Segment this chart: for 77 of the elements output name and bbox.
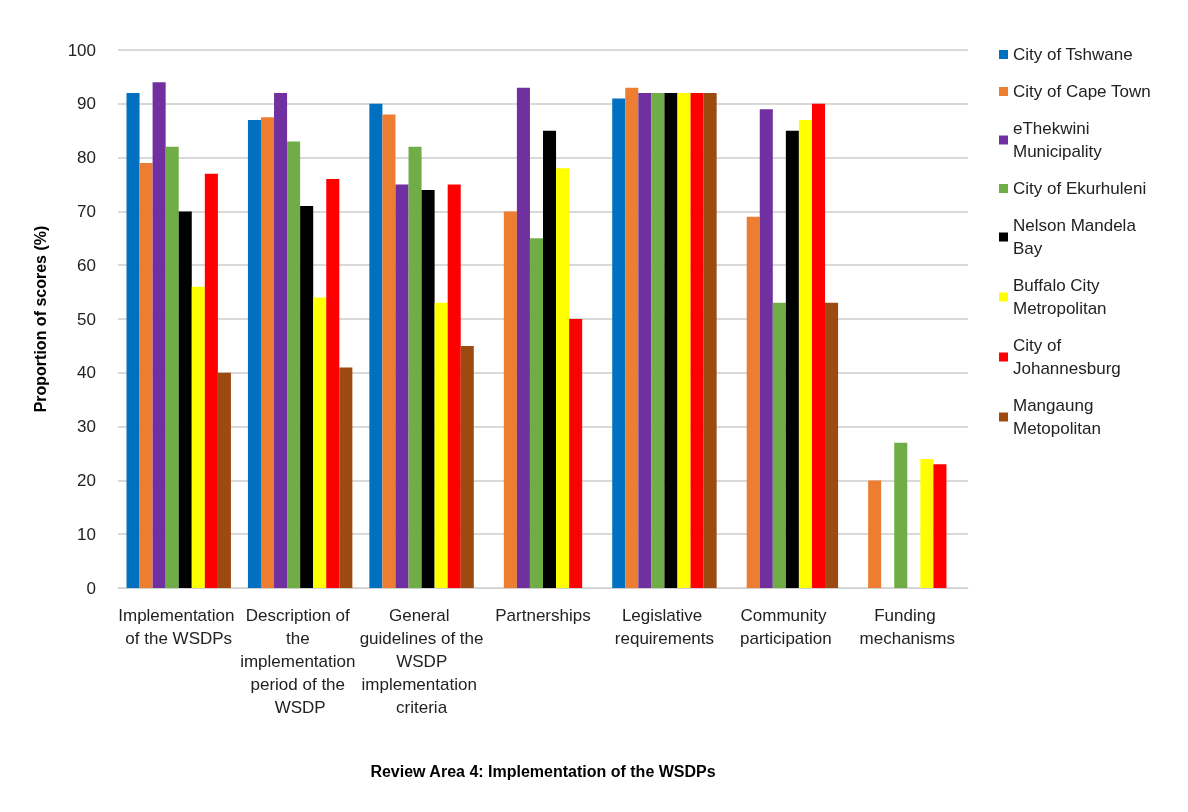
- bar: [516, 87, 530, 588]
- legend-label: Mangaung Metopolitan: [1013, 396, 1101, 438]
- bar: [152, 82, 166, 588]
- bar: [408, 146, 422, 588]
- bar: [920, 458, 934, 588]
- y-tick-label: 70: [77, 201, 96, 221]
- bar: [664, 93, 678, 588]
- y-tick-label: 30: [77, 417, 96, 437]
- bar: [894, 442, 908, 588]
- y-tick-label: 100: [67, 40, 96, 60]
- y-tick-label: 0: [86, 578, 96, 598]
- bar: [690, 93, 704, 588]
- bar: [503, 211, 517, 588]
- bar: [556, 168, 570, 588]
- bar: [703, 93, 717, 588]
- bar: [287, 141, 301, 588]
- bar: [139, 162, 153, 588]
- bar: [759, 109, 773, 588]
- bar: [421, 189, 435, 588]
- bar: [868, 480, 882, 588]
- bar: [300, 206, 314, 588]
- legend-label: Buffalo City Metropolitan: [1013, 276, 1107, 318]
- legend-label: City of Cape Town: [1013, 82, 1151, 101]
- y-tick-label: 40: [77, 363, 96, 383]
- bar: [529, 238, 543, 588]
- y-tick-label: 90: [77, 94, 96, 114]
- bar: [434, 302, 448, 588]
- bar: [638, 93, 652, 588]
- bar: [126, 93, 140, 588]
- bar: [798, 119, 812, 588]
- bar: [178, 211, 192, 588]
- bar: [825, 302, 839, 588]
- bar: [569, 319, 583, 588]
- bar: [811, 103, 826, 588]
- x-tick-label: Implementation of the WSDPs: [118, 606, 240, 648]
- bar: [260, 117, 275, 588]
- bar: [746, 216, 760, 588]
- bar: [204, 173, 218, 588]
- y-tick-label: 60: [77, 255, 96, 275]
- bar: [326, 179, 340, 588]
- bar: [274, 93, 288, 588]
- bar: [447, 184, 461, 588]
- legend-label: Nelson Mandela Bay: [1013, 216, 1141, 258]
- x-tick-label: Funding mechanisms: [859, 606, 955, 648]
- x-tick-label: General guidelines of the WSDP implementation criteria: [359, 606, 484, 717]
- bar: [625, 87, 639, 588]
- bar: [460, 345, 474, 588]
- y-tick-label: 20: [77, 470, 96, 490]
- x-axis-title: Review Area 4: Implementation of the WSDPs: [370, 762, 716, 780]
- legend-label: City of Ekurhuleni: [1013, 179, 1147, 198]
- bar: [191, 286, 205, 588]
- bar: [369, 103, 383, 588]
- bar: [247, 119, 261, 588]
- bar: [677, 93, 691, 588]
- bar: [933, 464, 947, 588]
- bar: [543, 130, 557, 588]
- bar: [382, 114, 396, 588]
- bar: [313, 297, 327, 588]
- legend-label: City of Tshwane: [1013, 45, 1133, 64]
- legend-label: eThekwini Municipality: [1013, 119, 1103, 161]
- y-tick-label: 10: [77, 524, 96, 544]
- legend-label: City of Johannesburg: [1013, 336, 1121, 378]
- x-tick-label: Legislative requirements: [614, 606, 715, 648]
- bar: [612, 98, 626, 588]
- bar: [165, 146, 179, 588]
- x-tick-label: Partnerships: [495, 606, 591, 625]
- y-axis-title: Proportion of scores (%): [31, 225, 49, 413]
- x-tick-label: Description of the implementation period of the WSDP: [240, 606, 361, 717]
- y-tick-label: 80: [77, 148, 96, 168]
- y-tick-label: 50: [77, 309, 96, 329]
- bar: [217, 372, 231, 588]
- bar: [339, 367, 353, 588]
- bar: [785, 130, 799, 588]
- x-tick-label: Community participation: [740, 606, 832, 648]
- bar: [395, 184, 409, 588]
- bar: [651, 93, 665, 588]
- bar: [772, 302, 786, 588]
